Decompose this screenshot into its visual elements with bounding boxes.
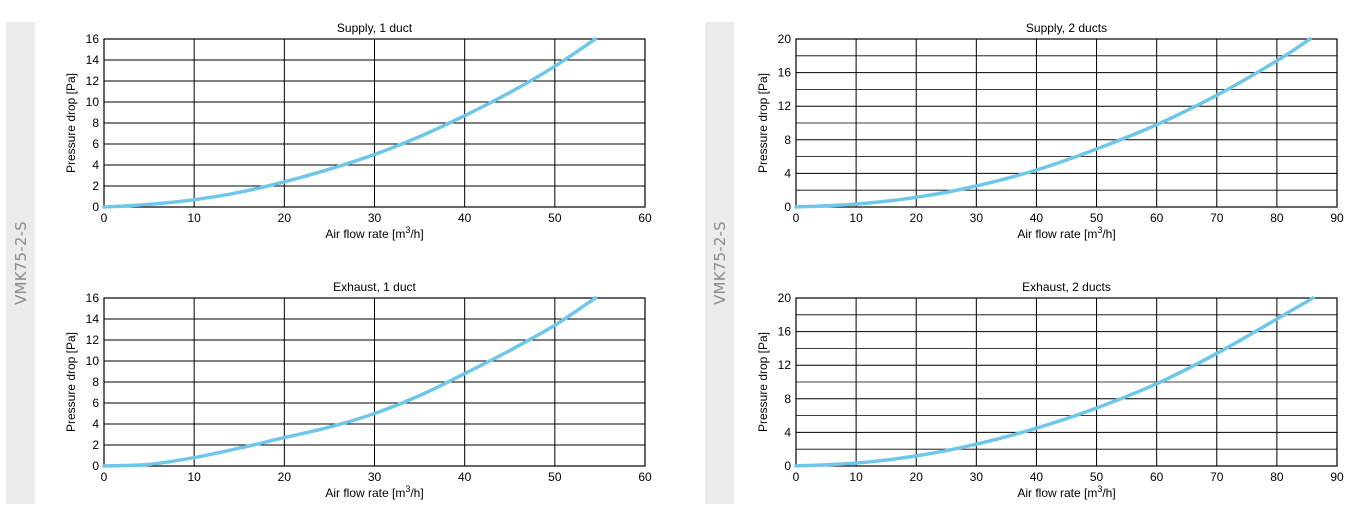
y-tick-label: 2 xyxy=(92,438,99,452)
y-tick-label: 8 xyxy=(784,133,791,147)
x-tick-label: 20 xyxy=(278,470,292,484)
x-tick-label: 0 xyxy=(793,211,800,225)
y-tick-label: 20 xyxy=(778,32,792,46)
y-axis-label: Pressure drop [Pa] xyxy=(64,73,78,173)
x-tick-label: 30 xyxy=(368,470,382,484)
y-tick-label: 12 xyxy=(86,333,100,347)
x-tick-label: 60 xyxy=(638,211,652,225)
x-tick-label: 60 xyxy=(638,470,652,484)
x-axis-label: Air flow rate [m3/h] xyxy=(325,484,423,500)
y-tick-label: 0 xyxy=(92,459,99,473)
x-tick-label: 10 xyxy=(187,211,201,225)
x-axis-label: Air flow rate [m3/h] xyxy=(1017,484,1115,500)
chart-title: Supply, 1 duct xyxy=(337,21,413,35)
model-label-right-panel: VMK75-2-S xyxy=(705,22,734,504)
model-label-left-panel: VMK75-2-S xyxy=(6,22,35,504)
y-tick-label: 10 xyxy=(86,354,100,368)
x-tick-label: 80 xyxy=(1270,211,1284,225)
plot-frame xyxy=(103,297,646,467)
chart-4: 0 10 20 30 40 50 60 70 80 90 0 4 8 12 16 20 Exhaust, 2 d… xyxy=(756,280,1344,500)
chart-2: 0 10 20 30 40 50 60 70 80 90 0 4 8 12 16 20 Supply, 2 du… xyxy=(756,21,1344,241)
y-tick-label: 0 xyxy=(92,200,99,214)
chart-3: 0 10 20 30 40 50 60 0 2 4 6 8 10 12 14 16 Exhaust, 1 duc… xyxy=(64,280,652,500)
y-tick-label: 8 xyxy=(784,392,791,406)
x-tick-label: 30 xyxy=(970,470,984,484)
x-tick-label: 0 xyxy=(101,211,108,225)
y-axis-label: Pressure drop [Pa] xyxy=(64,332,78,432)
x-tick-label: 40 xyxy=(458,470,472,484)
y-tick-label: 10 xyxy=(86,95,100,109)
y-tick-label: 16 xyxy=(778,66,792,80)
x-tick-label: 70 xyxy=(1210,470,1224,484)
y-tick-label: 4 xyxy=(784,425,791,439)
x-tick-label: 20 xyxy=(910,211,924,225)
y-tick-label: 14 xyxy=(86,53,100,67)
y-tick-label: 4 xyxy=(92,158,99,172)
y-tick-label: 4 xyxy=(92,417,99,431)
x-tick-label: 40 xyxy=(1030,211,1044,225)
y-tick-label: 16 xyxy=(86,32,100,46)
x-tick-label: 40 xyxy=(458,211,472,225)
x-axis-label: Air flow rate [m3/h] xyxy=(1017,225,1115,241)
x-tick-label: 30 xyxy=(368,211,382,225)
x-tick-label: 20 xyxy=(910,470,924,484)
x-tick-label: 70 xyxy=(1210,211,1224,225)
x-tick-label: 40 xyxy=(1030,470,1044,484)
y-tick-label: 8 xyxy=(92,116,99,130)
x-tick-label: 50 xyxy=(1090,470,1104,484)
y-tick-label: 16 xyxy=(86,291,100,305)
x-tick-label: 10 xyxy=(849,470,863,484)
y-tick-label: 4 xyxy=(784,166,791,180)
x-tick-label: 90 xyxy=(1330,470,1344,484)
series-line xyxy=(102,37,598,209)
y-tick-label: 8 xyxy=(92,375,99,389)
x-tick-label: 10 xyxy=(187,470,201,484)
y-tick-label: 2 xyxy=(92,179,99,193)
x-tick-label: 50 xyxy=(548,470,562,484)
x-tick-label: 30 xyxy=(970,211,984,225)
plot-frame xyxy=(795,297,1338,467)
plot-frame xyxy=(103,38,646,208)
series-line xyxy=(794,37,1312,209)
x-tick-label: 50 xyxy=(548,211,562,225)
y-tick-label: 6 xyxy=(92,137,99,151)
y-tick-label: 0 xyxy=(784,459,791,473)
y-tick-label: 14 xyxy=(86,312,100,326)
x-tick-label: 80 xyxy=(1270,470,1284,484)
chart-title: Exhaust, 1 duct xyxy=(333,280,416,294)
y-axis-label: Pressure drop [Pa] xyxy=(756,73,770,173)
chart-1: 0 10 20 30 40 50 60 0 2 4 6 8 10 12 14 16 Supply, 1 duct… xyxy=(64,21,652,241)
y-axis-label: Pressure drop [Pa] xyxy=(756,332,770,432)
x-tick-label: 60 xyxy=(1150,211,1164,225)
x-axis-label: Air flow rate [m3/h] xyxy=(325,225,423,241)
y-tick-label: 16 xyxy=(778,325,792,339)
x-tick-label: 60 xyxy=(1150,470,1164,484)
x-tick-label: 50 xyxy=(1090,211,1104,225)
y-tick-label: 12 xyxy=(778,358,792,372)
y-tick-label: 12 xyxy=(778,99,792,113)
series-line xyxy=(102,296,598,468)
series-line xyxy=(794,296,1315,468)
x-tick-label: 0 xyxy=(793,470,800,484)
y-tick-label: 0 xyxy=(784,200,791,214)
y-tick-label: 12 xyxy=(86,74,100,88)
y-tick-label: 6 xyxy=(92,396,99,410)
chart-title: Supply, 2 ducts xyxy=(1026,21,1107,35)
x-tick-label: 0 xyxy=(101,470,108,484)
y-tick-label: 20 xyxy=(778,291,792,305)
plot-frame xyxy=(795,38,1338,208)
chart-title: Exhaust, 2 ducts xyxy=(1022,280,1111,294)
x-tick-label: 90 xyxy=(1330,211,1344,225)
x-tick-label: 10 xyxy=(849,211,863,225)
x-tick-label: 20 xyxy=(278,211,292,225)
